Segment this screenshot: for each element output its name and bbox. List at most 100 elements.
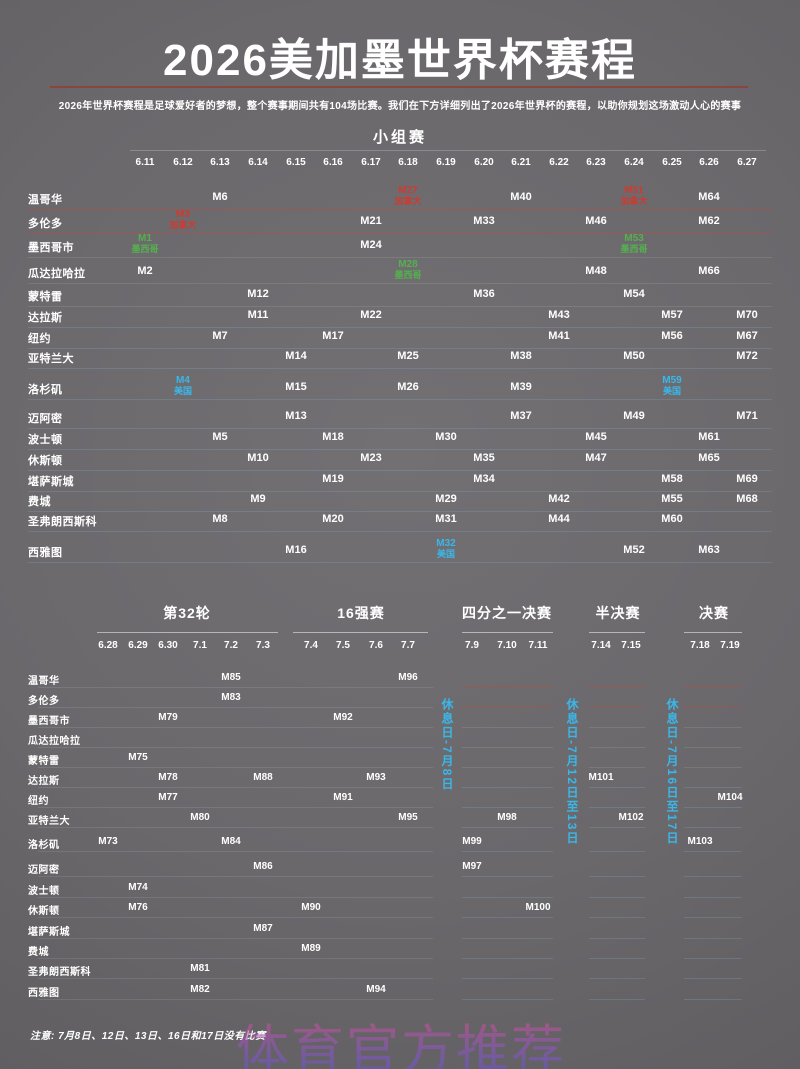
match-cell: M7 [212,330,228,342]
match-number: M53 [624,233,644,244]
match-cell: M71 [736,410,758,422]
match-cell-host: M1 墨西哥 [117,234,173,255]
ko-row-line [462,917,553,918]
host-country-label: 墨西哥 [620,244,648,254]
date-label: 7.3 [256,640,270,651]
match-cell: M58 [661,473,683,485]
match-cell: M75 [128,752,148,763]
match-cell: M64 [698,191,720,203]
match-cell: M98 [497,812,517,823]
match-cell: M14 [285,350,307,362]
ko-row-line [462,876,553,877]
group-city-label: 堪萨斯城 [28,476,74,488]
match-cell: M85 [221,672,241,683]
ko-city-label: 堪萨斯城 [28,927,70,938]
ko-row-line [462,827,553,828]
ko-row-line [589,727,645,728]
ko-row-line [38,958,433,959]
match-cell: M44 [548,513,570,525]
date-label: 7.15 [621,640,641,651]
match-cell: M36 [473,288,495,300]
match-cell: M62 [698,215,720,227]
date-label: 6.23 [586,157,606,168]
match-cell: M88 [253,772,273,783]
date-label: 6.15 [286,157,306,168]
match-cell: M80 [190,812,210,823]
ko-row-line [38,807,433,808]
ko-row-line [684,687,742,688]
match-cell: M101 [588,772,614,783]
match-cell: M2 [137,265,153,277]
row-separator [28,399,772,400]
rest-day-label: 休息日-7月16日至17日 [665,698,679,846]
date-label: 7.14 [591,640,611,651]
match-cell: M52 [623,544,645,556]
ko-row-line [462,727,553,728]
ko-city-label: 休斯顿 [28,906,60,917]
match-cell-host: M59 美国 [644,375,700,397]
match-cell: M65 [698,452,720,464]
match-cell: M15 [285,381,307,393]
match-cell: M73 [98,836,118,847]
group-city-label: 多伦多 [28,218,63,230]
group-stage-header: 小组赛 [372,129,427,146]
date-label: 7.5 [336,640,350,651]
host-country-label: 加拿大 [169,220,197,230]
row-separator [28,306,772,307]
date-label: 6.11 [135,157,155,168]
match-cell: M29 [435,493,457,505]
match-cell-host: M28 墨西哥 [380,260,436,281]
group-city-label: 温哥华 [28,194,63,206]
row-separator [28,428,772,429]
match-cell: M31 [435,513,457,525]
match-cell: M5 [212,431,228,443]
ko-row-line [589,827,645,828]
match-cell: M50 [623,350,645,362]
match-cell: M97 [462,861,482,872]
ko-row-line [684,917,742,918]
match-cell: M40 [510,191,532,203]
match-cell: M63 [698,544,720,556]
match-cell: M78 [158,772,178,783]
match-cell: M6 [212,191,228,203]
match-cell-host: M4 美国 [155,376,211,397]
stage-header-underline [462,632,553,633]
ko-row-line [462,707,553,708]
match-cell: M67 [736,330,758,342]
ko-row-line [462,747,553,748]
date-label: 6.24 [624,157,644,168]
row-separator [28,257,772,258]
date-label: 7.9 [465,640,479,651]
ko-row-line [589,767,645,768]
ko-city-label: 温哥华 [28,676,60,687]
ko-row-line [38,827,433,828]
date-label: 6.16 [323,157,343,168]
ko-row-line [684,897,742,898]
match-cell: M17 [322,330,344,342]
match-cell-host: M32 美国 [418,539,474,560]
match-cell: M81 [190,963,210,974]
ko-row-line [38,897,433,898]
watermark-text: 体育官方推荐 [236,1008,566,1069]
date-label: 6.22 [549,157,569,168]
host-country-label: 美国 [173,386,192,396]
stage-title: 半决赛 [595,605,641,621]
match-cell-host: M27 加拿大 [380,186,436,207]
match-number: M59 [662,375,682,386]
ko-city-label: 洛杉矶 [28,840,60,851]
date-label: 7.18 [690,640,710,651]
ko-city-label: 迈阿密 [28,865,60,876]
row-separator [28,511,772,512]
match-cell: M95 [398,812,418,823]
group-stage-header-underline [130,150,766,151]
match-number: M51 [624,185,644,196]
ko-row-line [684,767,742,768]
ko-row-line [684,787,742,788]
match-cell: M21 [360,215,382,227]
match-cell: M84 [221,836,241,847]
rest-day-label: 休息日-7月12日至13日 [565,698,579,846]
match-cell: M86 [253,861,273,872]
stage-title: 决赛 [699,605,729,621]
ko-row-line [38,917,433,918]
